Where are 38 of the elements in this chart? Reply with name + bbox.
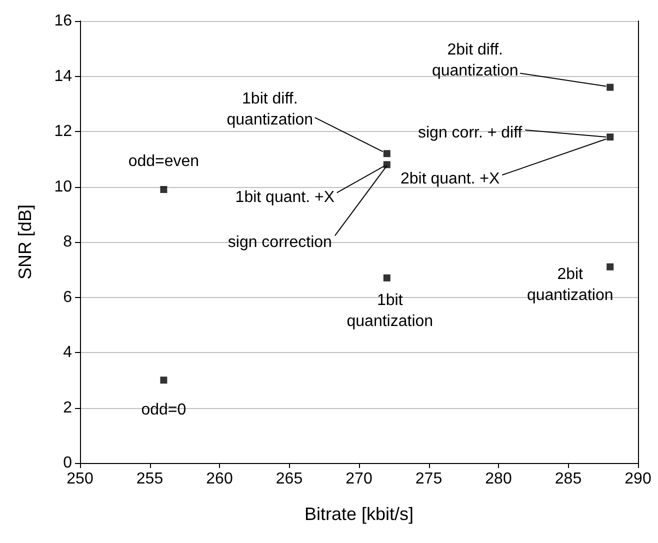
annotation: 1bit diff. quantization (226, 90, 314, 129)
annotation: sign corr. + diff (418, 124, 523, 142)
y-tick-label: 4 (63, 344, 72, 361)
annotation: odd=even (128, 153, 200, 170)
x-tick-label: 265 (276, 470, 303, 488)
x-tick-label: 255 (136, 470, 164, 488)
y-tick-label: 0 (63, 454, 72, 472)
annotation: sign correction (228, 234, 332, 252)
point (160, 186, 168, 194)
point (383, 161, 390, 168)
x-axis-title: Bitrate [kbit/s] (304, 504, 414, 524)
y-tick-label: 16 (54, 12, 72, 30)
annotation: 2bit diff. quantization (432, 41, 518, 80)
point (383, 150, 390, 158)
y-tick-label: 12 (54, 123, 72, 140)
annotation: 2bit quantization (526, 266, 614, 304)
x-tick-label: 280 (485, 470, 512, 488)
annotation: 1bit quant. +X (235, 189, 335, 206)
annotation: odd=0 (141, 402, 186, 419)
y-axis-title: SNR [dB] (15, 204, 35, 280)
annotation: 1bit quantization (346, 292, 434, 330)
x-tick-label: 275 (415, 470, 442, 488)
y-tick-label: 8 (63, 234, 72, 250)
point (606, 263, 614, 270)
annotation: 2bit quant. +X (400, 170, 500, 188)
point (160, 376, 168, 384)
point (606, 84, 614, 91)
y-tick-label: 10 (54, 178, 72, 196)
y-tick-label: 6 (63, 288, 72, 306)
x-tick-label: 260 (206, 470, 233, 488)
point (383, 274, 390, 282)
y-tick-label: 14 (54, 68, 72, 85)
x-tick-label: 285 (554, 470, 582, 488)
x-tick-label: 290 (624, 470, 652, 488)
x-tick-label: 250 (66, 470, 94, 488)
x-tick-label: 270 (346, 470, 372, 488)
y-tick-label: 2 (63, 399, 72, 416)
point (606, 134, 614, 141)
